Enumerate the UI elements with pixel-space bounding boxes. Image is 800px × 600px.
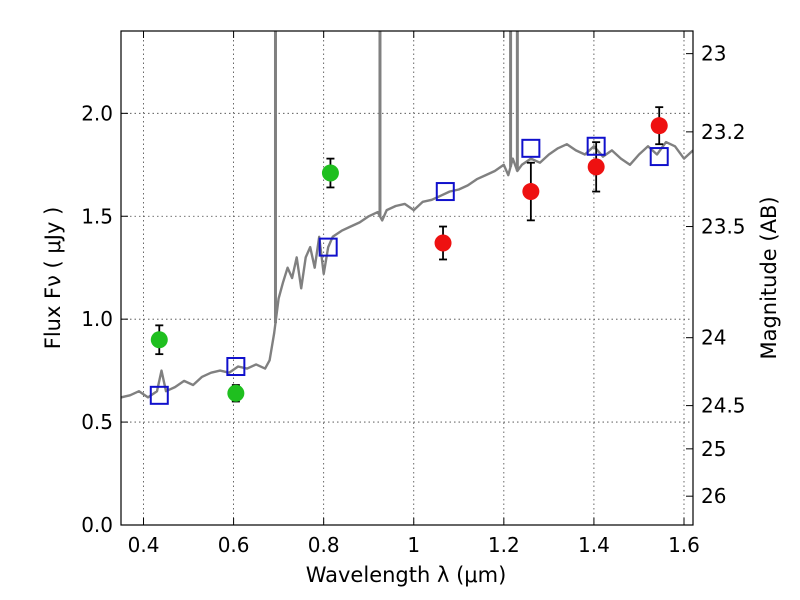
model-square [435, 182, 455, 202]
x-tick-label: 1.6 [668, 533, 700, 557]
x-axis-label: Wavelength λ (μm) [306, 563, 507, 587]
model-square [149, 385, 169, 405]
plot-frame [120, 30, 694, 526]
plot-layer [121, 31, 693, 405]
model-square [226, 357, 246, 377]
x-tick-label: 1.4 [578, 533, 610, 557]
x-tick-label: 0.8 [308, 533, 340, 557]
y2-tick-label: 26 [701, 484, 726, 508]
y2-tick-label: 23 [701, 42, 726, 66]
data-point [587, 158, 605, 176]
data-point [150, 331, 168, 349]
y-axis-label: Flux Fν ( μJy ) [41, 207, 65, 350]
x-tick-label: 0.4 [128, 533, 160, 557]
y-tick-label: 1.5 [81, 204, 113, 228]
model-square [649, 147, 669, 167]
y-tick-label: 0.5 [81, 410, 113, 434]
data-point [227, 384, 245, 402]
model-square [318, 237, 338, 257]
data-point [321, 164, 339, 182]
y-tick-label: 2.0 [81, 101, 113, 125]
data-point [434, 234, 452, 252]
y2-tick-label: 23.2 [701, 120, 746, 144]
data-point [650, 117, 668, 135]
ticks-layer: 0.4 0.6 0.8 1 1.2 1.4 1.6 0.0 0.5 1.0 1.5 2.0 23 23.2… [81, 31, 746, 557]
plot-area [121, 31, 693, 405]
model-square [521, 138, 541, 158]
x-tick-label: 1 [407, 533, 420, 557]
x-tick-label: 0.6 [218, 533, 250, 557]
x-tick-label: 1.2 [488, 533, 520, 557]
y2-tick-label: 23.5 [701, 215, 746, 239]
y2-tick-label: 24.5 [701, 394, 746, 418]
y-tick-label: 0.0 [81, 513, 113, 537]
y-tick-label: 1.0 [81, 307, 113, 331]
data-point [522, 183, 540, 201]
right-y-axis-label: Magnitude (AB) [757, 196, 781, 359]
y2-tick-label: 24 [701, 326, 726, 350]
y2-tick-label: 25 [701, 437, 726, 461]
model-square [586, 136, 606, 156]
